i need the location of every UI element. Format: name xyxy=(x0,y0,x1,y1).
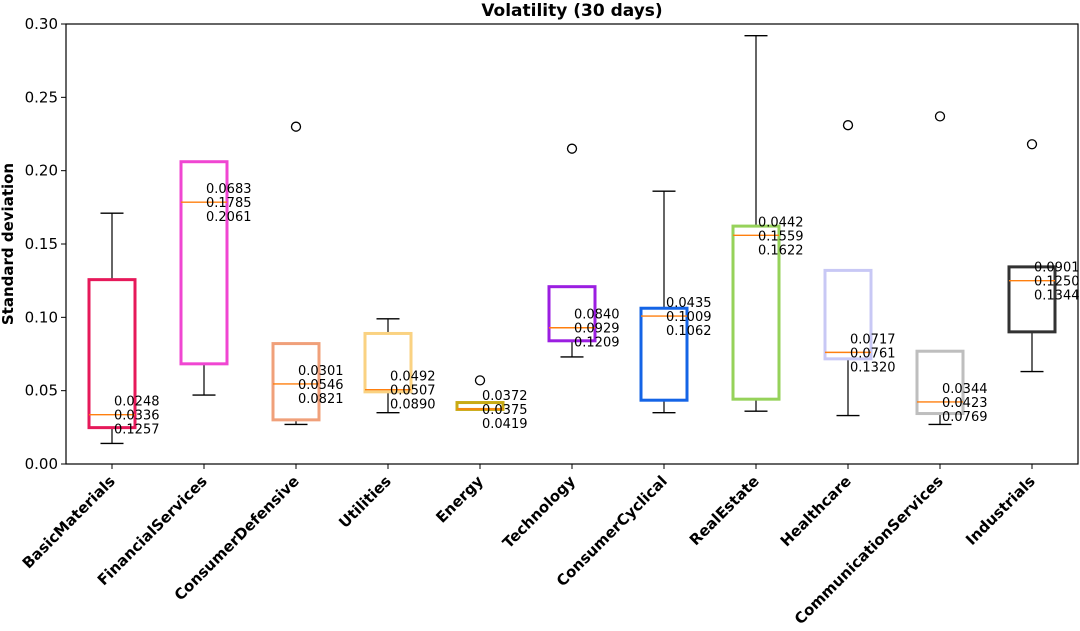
data-label: 0.0423 xyxy=(942,396,988,411)
outlier-point xyxy=(934,111,946,122)
data-label: 0.1320 xyxy=(850,360,896,375)
chart-title: Volatility (30 days) xyxy=(481,1,662,21)
y-tick-label: 0.25 xyxy=(25,88,58,106)
x-tick-label: Energy xyxy=(432,472,487,527)
box-ConsumerCyclical xyxy=(639,306,689,402)
data-label: 0.0372 xyxy=(482,389,528,404)
y-axis-title: Standard deviation xyxy=(0,163,17,325)
data-label: 0.1209 xyxy=(574,336,620,351)
data-label: 0.0375 xyxy=(482,403,528,418)
data-label: 0.0419 xyxy=(482,417,528,432)
data-label: 0.1344 xyxy=(1034,289,1080,304)
data-label: 0.0344 xyxy=(942,382,988,397)
box-Healthcare xyxy=(823,268,873,361)
data-label: 0.2061 xyxy=(206,210,252,225)
box-RealEstate xyxy=(731,224,781,401)
data-label: 0.1257 xyxy=(114,423,160,438)
box-ConsumerDefensive xyxy=(271,342,321,422)
data-label: 0.0248 xyxy=(114,395,160,410)
box-Technology xyxy=(547,285,597,343)
data-label: 0.0840 xyxy=(574,308,620,323)
data-label: 0.0717 xyxy=(850,332,896,347)
data-label: 0.0435 xyxy=(666,296,712,311)
box-Industrials xyxy=(1007,265,1057,334)
x-tick-label: Industrials xyxy=(962,472,1039,549)
data-label: 0.0821 xyxy=(298,392,344,407)
y-tick-label: 0.05 xyxy=(25,382,58,400)
y-tick-label: 0.20 xyxy=(25,162,58,180)
x-tick-label: BasicMaterials xyxy=(19,472,119,572)
x-tick-label: RealEstate xyxy=(686,472,763,549)
outlier-point xyxy=(842,120,854,131)
data-label: 0.1062 xyxy=(666,324,712,339)
y-tick-label: 0.10 xyxy=(25,308,58,326)
data-label: 0.0901 xyxy=(1034,261,1080,276)
data-label: 0.1622 xyxy=(758,243,804,258)
data-label: 0.0546 xyxy=(298,378,344,393)
data-label: 0.0336 xyxy=(114,409,160,424)
data-label: 0.1250 xyxy=(1034,275,1080,290)
data-label: 0.0492 xyxy=(390,370,436,385)
x-tick-label: Utilities xyxy=(335,472,395,532)
data-label: 0.1559 xyxy=(758,229,804,244)
data-label: 0.0761 xyxy=(850,346,896,361)
box-Utilities xyxy=(363,331,413,394)
y-tick-label: 0.15 xyxy=(25,235,58,253)
data-label: 0.0507 xyxy=(390,384,436,399)
plot-frame xyxy=(65,23,1079,465)
data-label: 0.0301 xyxy=(298,364,344,379)
plot-area: 0.00 0.05 0.10 0.15 0.20 0.25 0.30 BasicMateria… xyxy=(19,15,1080,628)
data-label: 0.0442 xyxy=(758,215,804,230)
x-tick-label: Technology xyxy=(499,472,579,552)
x-tick-label: CommunicationServices xyxy=(791,472,947,628)
box-CommunicationServices xyxy=(915,349,965,416)
y-tick-label: 0.30 xyxy=(25,15,58,33)
outlier-point xyxy=(290,121,302,132)
data-label: 0.1785 xyxy=(206,196,252,211)
data-label: 0.0890 xyxy=(390,398,436,413)
x-tick-label: Healthcare xyxy=(777,472,855,550)
outlier-point xyxy=(474,375,486,386)
data-label: 0.0769 xyxy=(942,410,988,425)
data-label: 0.1009 xyxy=(666,310,712,325)
data-label: 0.0683 xyxy=(206,182,252,197)
box-BasicMaterials xyxy=(87,278,137,430)
box-FinancialServices xyxy=(179,160,229,366)
data-label: 0.0929 xyxy=(574,322,620,337)
y-tick-label: 0.00 xyxy=(25,455,58,473)
outlier-point xyxy=(1026,139,1038,150)
outlier-point xyxy=(566,143,578,154)
